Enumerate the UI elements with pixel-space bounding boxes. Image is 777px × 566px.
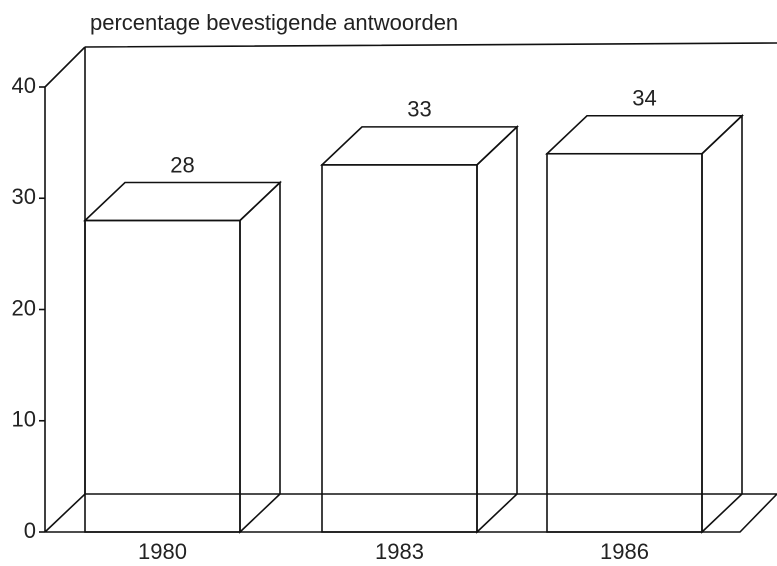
value-label: 34 bbox=[632, 86, 656, 111]
bar-top bbox=[319, 126, 520, 166]
value-label: 33 bbox=[407, 97, 431, 122]
y-axis-label: percentage bevestigende antwoorden bbox=[90, 10, 458, 35]
bar-side bbox=[239, 180, 281, 534]
y-tick-label: 30 bbox=[12, 184, 36, 209]
x-tick-label: 1986 bbox=[600, 539, 649, 564]
bar-top bbox=[544, 114, 745, 155]
y-tick-label: 0 bbox=[24, 518, 36, 543]
value-label: 28 bbox=[170, 152, 194, 177]
x-tick-label: 1983 bbox=[375, 539, 424, 564]
bar-top bbox=[82, 181, 283, 222]
bar bbox=[321, 164, 478, 533]
y-tick-label: 20 bbox=[12, 295, 36, 320]
y-tick-label: 40 bbox=[12, 73, 36, 98]
bar bbox=[84, 219, 241, 533]
bar-side bbox=[476, 125, 518, 534]
bar bbox=[546, 152, 703, 533]
bar-side bbox=[701, 113, 743, 534]
y-tick-label: 10 bbox=[12, 407, 36, 432]
x-tick-label: 1980 bbox=[138, 539, 187, 564]
